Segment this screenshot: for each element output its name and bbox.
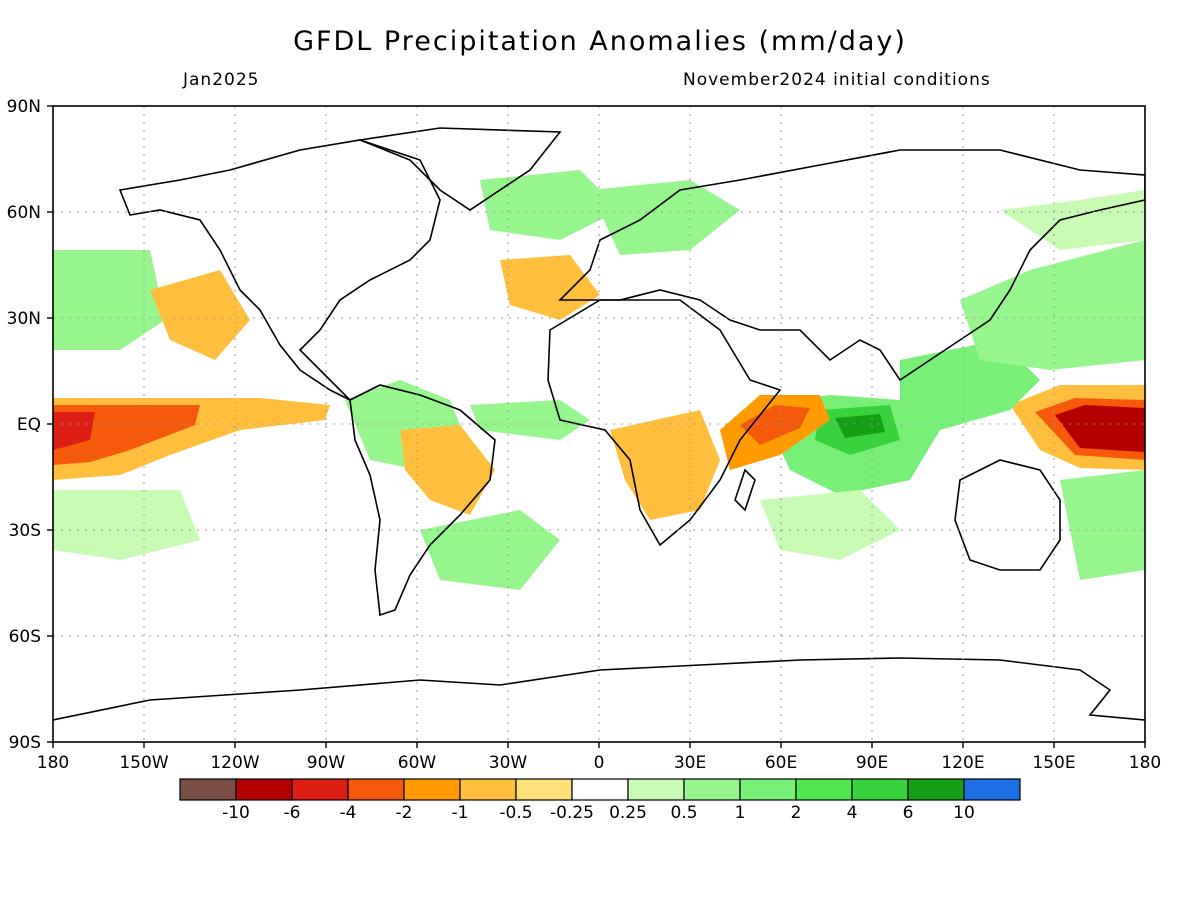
wet-anomaly-north-pacific-west <box>960 240 1145 370</box>
valid-month-label: Jan2025 <box>183 70 260 90</box>
wet-anomaly-south-pacific <box>1060 470 1145 580</box>
colorbar-label: -1 <box>452 803 469 823</box>
lon-label: 30E <box>674 753 706 773</box>
colorbar-label: -6 <box>284 803 301 823</box>
colorbar-label: -2 <box>396 803 413 823</box>
wet-anomaly-southeast-pacific <box>53 490 200 560</box>
lon-label: 120E <box>941 753 984 773</box>
lon-label: 180 <box>37 753 69 773</box>
lat-label: EQ <box>17 415 41 435</box>
greenland-coastline <box>356 127 562 211</box>
wet-anomaly-southern-indian-ocean <box>760 490 900 560</box>
africa-coastline <box>547 299 782 547</box>
graticule <box>53 106 1145 742</box>
colorbar-box <box>683 778 741 801</box>
lon-label: 0 <box>594 753 605 773</box>
colorbar-label: 6 <box>903 803 914 823</box>
lat-label: 60S <box>9 627 41 647</box>
lon-label: 60E <box>765 753 797 773</box>
colorbar-label: 2 <box>791 803 802 823</box>
dry-anomaly-west-pacific-max <box>1055 405 1145 452</box>
lon-label: 90W <box>307 753 346 773</box>
lon-label: 60W <box>398 753 437 773</box>
longitude-labels: 180 150W 120W 90W 60W 30W 0 30E 60E 90E … <box>37 753 1161 773</box>
lat-label: 60N <box>7 203 41 223</box>
colorbar-label: 0.25 <box>609 803 647 823</box>
dry-anomaly-north-atlantic <box>500 255 600 320</box>
wet-anomaly-north-pacific-east <box>53 250 165 350</box>
madagascar-coastline <box>734 468 756 512</box>
lon-label: 120W <box>210 753 259 773</box>
colorbar-label: 4 <box>847 803 858 823</box>
colorbar-box <box>851 778 909 801</box>
dry-anomaly-northeast-pacific <box>150 270 250 360</box>
colorbar-box <box>403 778 461 801</box>
wet-anomaly-atlantic-itcz <box>470 400 590 440</box>
colorbar-box <box>235 778 293 801</box>
map-title: GFDL Precipitation Anomalies (mm/day) <box>293 26 907 57</box>
colorbar-box <box>515 778 573 801</box>
lon-label: 180 <box>1129 753 1161 773</box>
dry-anomaly-west-indian-ocean-core <box>740 405 810 445</box>
colorbar-label: -10 <box>222 803 250 823</box>
lat-label: 90S <box>9 733 41 753</box>
colorbar-box <box>739 778 797 801</box>
south-america-coastline <box>349 384 496 617</box>
colorbar-box <box>907 778 965 801</box>
lon-label: 150E <box>1032 753 1075 773</box>
lon-label: 150W <box>119 753 168 773</box>
colorbar-box <box>571 778 629 801</box>
dry-anomaly-central-pacific-max <box>53 412 95 450</box>
lat-label: 90N <box>7 97 41 117</box>
lat-label: 30S <box>9 521 41 541</box>
wet-anomaly-europe <box>590 180 740 255</box>
dry-anomaly-southern-africa <box>610 410 720 520</box>
lon-label: 30W <box>489 753 528 773</box>
coastlines <box>53 127 1145 721</box>
antarctica-coastline <box>53 657 1145 721</box>
colorbar: -10 -6 -4 -2 -1 -0.5 -0.25 0.25 0.5 1 2 4 6 10 <box>179 778 1021 823</box>
latitude-labels: 90N 60N 30N EQ 30S 60S 90S <box>7 97 41 753</box>
colorbar-label: -0.25 <box>550 803 594 823</box>
colorbar-box <box>459 778 517 801</box>
colorbar-box <box>179 778 237 801</box>
colorbar-boxes <box>179 778 1021 801</box>
tick-marks <box>47 105 1146 748</box>
lon-label: 90E <box>856 753 888 773</box>
colorbar-label: 1 <box>735 803 746 823</box>
dry-anomaly-brazil <box>400 425 495 515</box>
colorbar-box <box>795 778 853 801</box>
anomaly-shading <box>53 170 1145 590</box>
initial-conditions-label: November2024 initial conditions <box>683 70 991 90</box>
colorbar-box <box>347 778 405 801</box>
colorbar-box <box>291 778 349 801</box>
lat-label: 30N <box>7 309 41 329</box>
wet-anomaly-east-asia <box>1000 190 1145 250</box>
colorbar-box <box>963 778 1021 801</box>
colorbar-label: -0.5 <box>499 803 532 823</box>
wet-anomaly-north-atlantic <box>480 170 620 240</box>
colorbar-label: 10 <box>953 803 975 823</box>
colorbar-label: -4 <box>340 803 357 823</box>
eurasia-coastline <box>558 149 1145 382</box>
colorbar-labels: -10 -6 -4 -2 -1 -0.5 -0.25 0.25 0.5 1 2 4 6 10 <box>222 803 975 823</box>
colorbar-box <box>627 778 685 801</box>
colorbar-label: 0.5 <box>670 803 697 823</box>
wet-anomaly-indian-ocean-max <box>835 414 885 438</box>
